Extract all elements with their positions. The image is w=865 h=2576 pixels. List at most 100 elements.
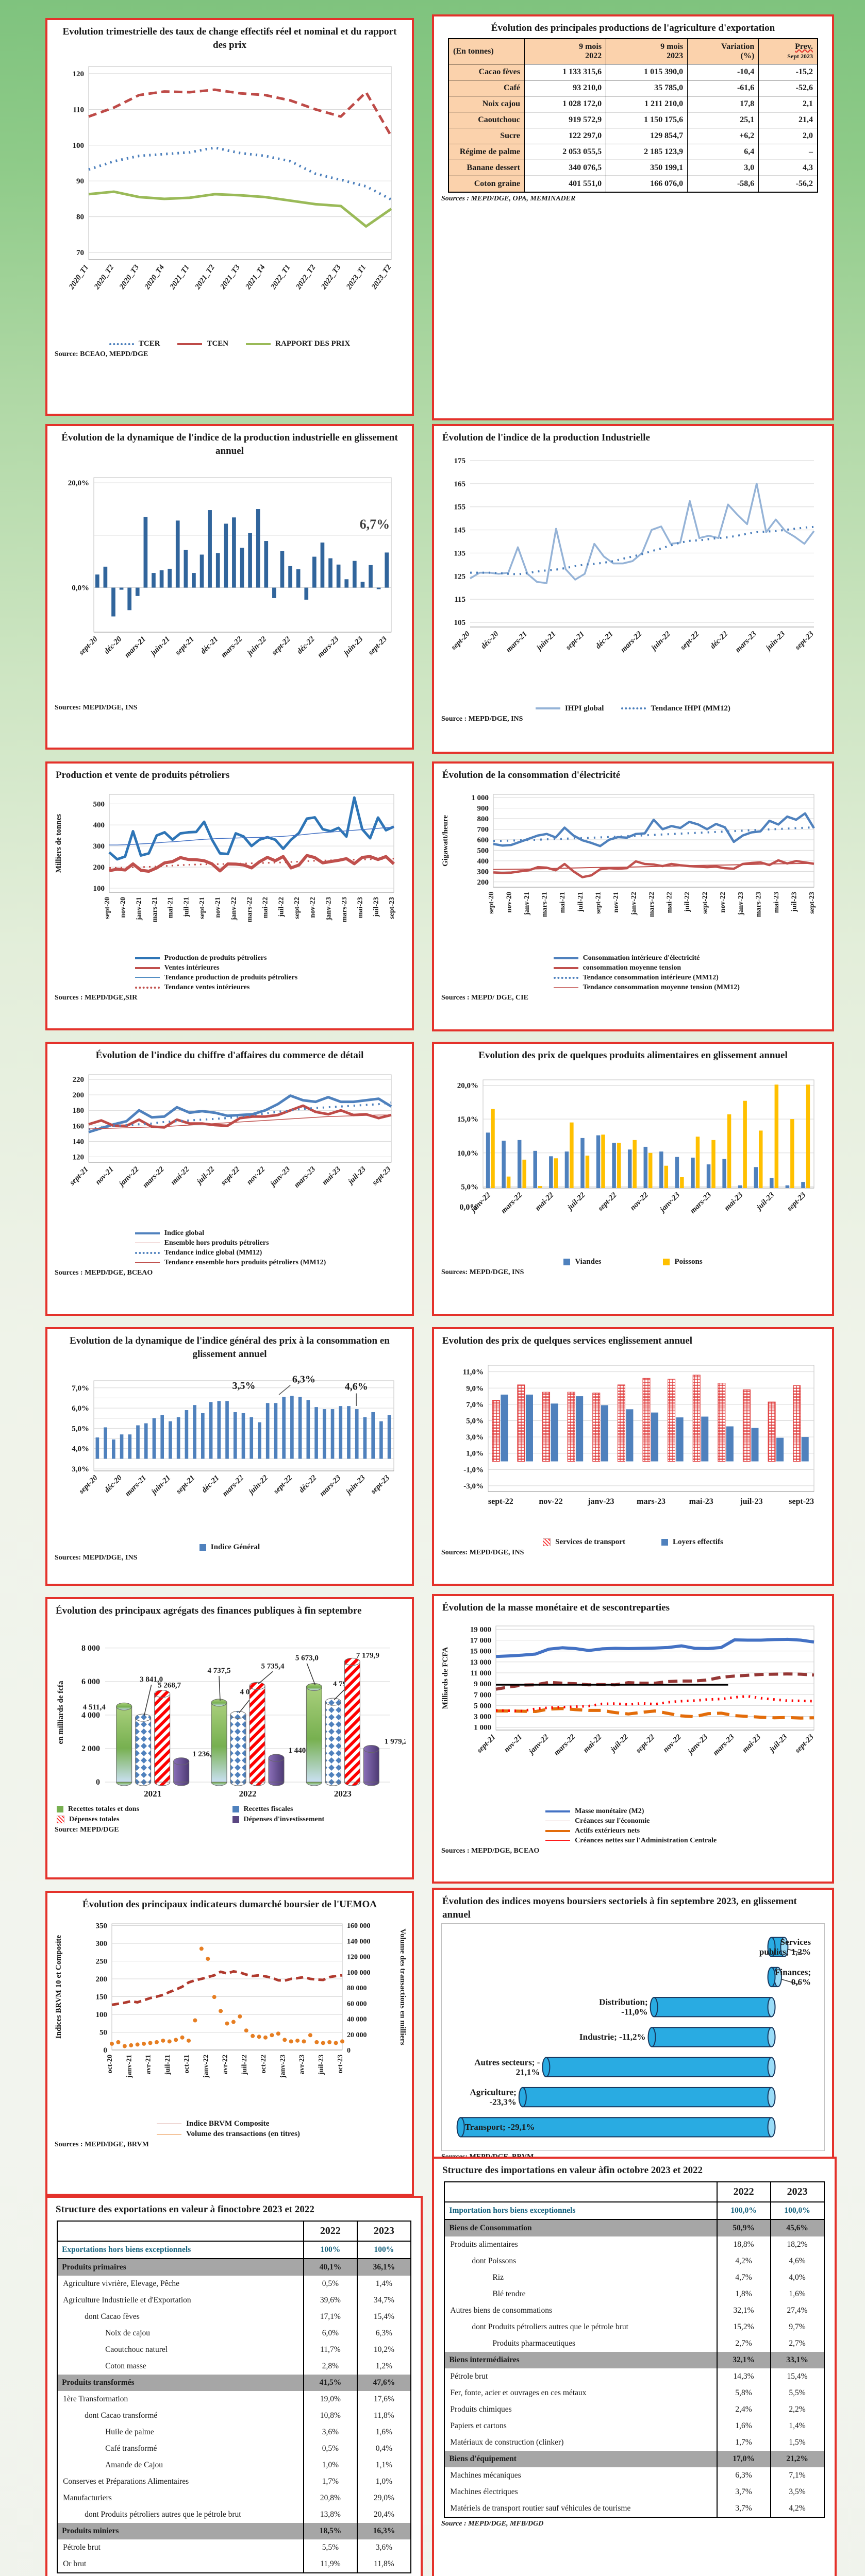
svg-text:juil-23: juil-23 <box>372 897 380 918</box>
svg-text:Transport; -29,1%: Transport; -29,1% <box>465 2122 535 2132</box>
svg-text:700: 700 <box>477 825 489 834</box>
svg-text:juin-22: juin-22 <box>649 630 672 653</box>
svg-text:déc-20: déc-20 <box>103 1473 124 1495</box>
svg-text:mars-22: mars-22 <box>648 892 656 917</box>
svg-text:janv-21: janv-21 <box>125 2055 133 2078</box>
svg-text:nov-21: nov-21 <box>214 897 222 918</box>
svg-text:7,0%: 7,0% <box>72 1384 89 1393</box>
legend-item: Tendance ventes intérieures <box>135 984 249 992</box>
svg-text:mars-23: mars-23 <box>293 1165 318 1190</box>
legend-item: Tendance production de produits pétrolie… <box>135 974 297 982</box>
svg-text:mai-21: mai-21 <box>167 897 175 918</box>
svg-text:mars-23: mars-23 <box>755 892 762 917</box>
legend-item: Consommation intérieure d'électricité <box>553 954 700 962</box>
panel-title: Évolution de l'indice du chiffre d'affai… <box>95 1050 364 1061</box>
svg-text:nov-22: nov-22 <box>719 892 727 912</box>
legend-item: Tendance consommation intérieure (MM12) <box>553 974 719 982</box>
svg-text:janv-22: janv-22 <box>230 897 238 921</box>
svg-text:2022: 2022 <box>239 1789 257 1799</box>
svg-text:200: 200 <box>96 1975 108 1984</box>
svg-text:mars-23: mars-23 <box>316 635 341 659</box>
svg-text:janv-23: janv-23 <box>587 1497 614 1506</box>
svg-text:mars-22: mars-22 <box>220 635 244 659</box>
panel-electricite: Évolution de la consommation d'électrici… <box>432 761 834 1031</box>
electricite-legend: Consommation intérieure d'électricité con… <box>434 954 832 992</box>
svg-text:sept-22: sept-22 <box>219 1165 242 1188</box>
svg-text:300: 300 <box>477 868 489 876</box>
svg-text:180: 180 <box>73 1107 85 1115</box>
svg-text:mai-23: mai-23 <box>741 1733 762 1754</box>
svg-text:2023: 2023 <box>334 1789 352 1799</box>
svg-text:10,0%: 10,0% <box>457 1149 478 1157</box>
svg-text:2021_T1: 2021_T1 <box>168 263 191 291</box>
table-row: Caoutchouc naturel 11,7% 10,2% <box>57 2341 411 2358</box>
svg-text:déc-22: déc-22 <box>297 1473 319 1495</box>
table-row: Pétrole brut 14,3% 15,4% <box>444 2368 824 2385</box>
svg-text:nov-21: nov-21 <box>94 1165 115 1186</box>
prix-alimentaires-legend: Viandes Poissons <box>434 1258 832 1266</box>
svg-text:juin-22: juin-22 <box>246 1473 270 1497</box>
source-note: Source : MEPD/DGE, MFB/DGD <box>55 2575 413 2576</box>
legend-item: Services de transport <box>543 1538 625 1547</box>
svg-text:Milliards de FCFA: Milliards de FCFA <box>441 1647 450 1709</box>
table-row: Machines mécaniques 6,3% 7,1% <box>444 2467 824 2484</box>
indices-sectoriels-chart: Services publics; 1,2% Finances; 0,6% Distri… <box>441 1923 825 2151</box>
svg-text:100: 100 <box>73 142 85 150</box>
svg-text:sept-23: sept-23 <box>793 630 816 652</box>
svg-text:200: 200 <box>93 863 105 872</box>
svg-text:sept-20: sept-20 <box>77 1473 99 1496</box>
svg-text:900: 900 <box>477 804 489 812</box>
svg-text:sept-23: sept-23 <box>388 897 396 919</box>
svg-text:juil-23: juil-23 <box>318 2055 325 2075</box>
svg-text:1 440,6: 1 440,6 <box>289 1747 312 1755</box>
svg-text:2020_T1: 2020_T1 <box>68 263 91 291</box>
svg-text:2020_T4: 2020_T4 <box>143 263 166 292</box>
svg-text:mars-22: mars-22 <box>553 1733 577 1757</box>
source-note: Sources: MEPD/DGE, INS <box>441 1548 524 1556</box>
svg-text:sept-22: sept-22 <box>270 635 293 657</box>
svg-text:4 737,5: 4 737,5 <box>208 1667 231 1675</box>
svg-text:500: 500 <box>477 846 489 855</box>
svg-text:sept-23: sept-23 <box>789 1497 814 1506</box>
svg-text:155: 155 <box>454 503 466 511</box>
table-row: Agriculture vivrière, Elevage, Pêche 0,5%… <box>57 2275 411 2292</box>
svg-text:janv-23: janv-23 <box>279 2055 287 2078</box>
legend-item: Volume des transactions (en titres) <box>157 2130 300 2139</box>
svg-text:sept-20: sept-20 <box>488 892 495 914</box>
table-row: Or brut 11,9% 11,8% <box>57 2555 411 2573</box>
svg-text:350: 350 <box>96 1922 108 1930</box>
panel-title: Structure des importations en valeur àfi… <box>442 2165 703 2176</box>
svg-text:janv-22: janv-22 <box>202 2055 210 2078</box>
svg-text:nov-22: nov-22 <box>309 897 317 918</box>
svg-text:50: 50 <box>99 2028 107 2037</box>
svg-text:140: 140 <box>73 1138 85 1146</box>
ipc-legend: Indice Général <box>47 1543 412 1552</box>
svg-text:oct-20: oct-20 <box>106 2055 114 2074</box>
panel-masse-monetaire: Évolution de la masse monétaire et de se… <box>432 1594 834 1884</box>
table-row: dont Produits pétroliers autres que le p… <box>444 2318 824 2335</box>
svg-text:100 000: 100 000 <box>347 1969 371 1976</box>
svg-text:sept-22: sept-22 <box>293 897 301 919</box>
source-note: Sources : MEPD/ DGE, CIE <box>441 993 528 1002</box>
svg-text:janv-21: janv-21 <box>135 897 143 921</box>
svg-text:mars-22: mars-22 <box>246 897 254 922</box>
svg-text:300: 300 <box>96 1940 108 1948</box>
panel-taux-de-change: Evolution trimestrielle des taux de chan… <box>45 18 414 416</box>
svg-text:Distribution;-11,0%: Distribution; -11,0% <box>599 1997 647 2017</box>
panel-title: Évolution des indices moyens boursiers s… <box>442 1896 797 1920</box>
svg-text:1 000: 1 000 <box>474 1723 491 1732</box>
table-row: Pétrole brut 5,5% 3,6% <box>57 2539 411 2556</box>
svg-text:2020_T2: 2020_T2 <box>92 263 115 292</box>
panel-indice-ipi: Évolution de l'indice de la production I… <box>432 424 834 754</box>
svg-text:2 000: 2 000 <box>81 1744 100 1753</box>
svg-text:20,0%: 20,0% <box>68 479 89 487</box>
svg-text:120: 120 <box>73 1153 85 1161</box>
svg-text:mars-23: mars-23 <box>318 1473 343 1498</box>
svg-text:mars-22: mars-22 <box>221 1473 246 1498</box>
svg-text:6,0%: 6,0% <box>72 1404 89 1413</box>
svg-text:120: 120 <box>73 70 85 78</box>
svg-text:mai-22: mai-22 <box>534 1191 555 1212</box>
legend-item: Actifs extérieurs nets <box>545 1827 640 1835</box>
table-row: Produits alimentaires 18,8% 18,2% <box>444 2236 824 2253</box>
